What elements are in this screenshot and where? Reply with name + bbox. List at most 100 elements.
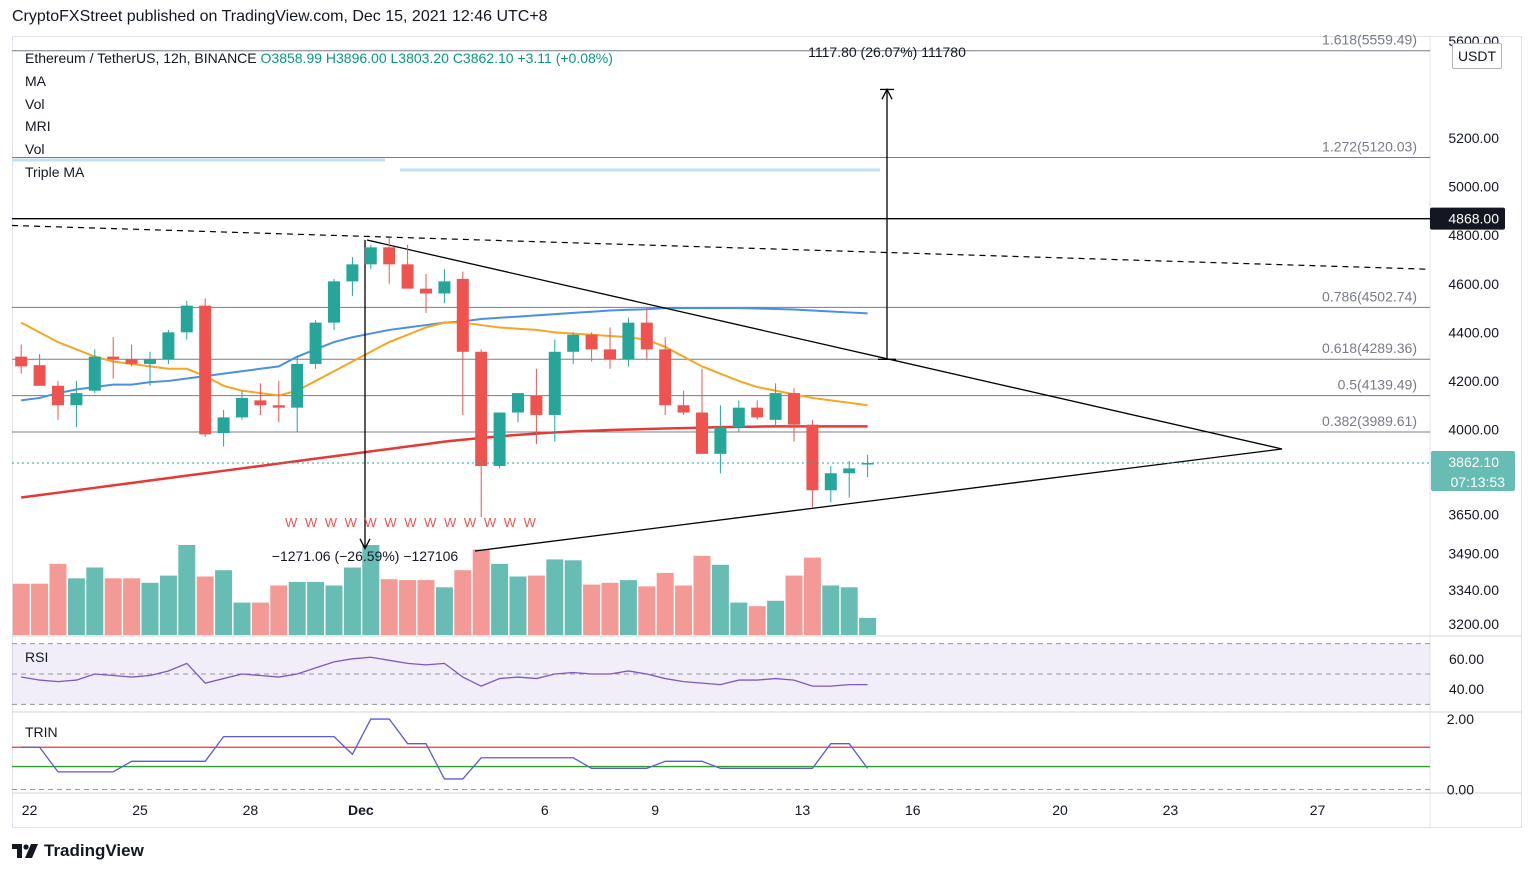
down-arrow-icon: [359, 538, 371, 550]
candle-body: [861, 463, 874, 465]
candle-body: [217, 417, 230, 434]
rsi-label: RSI: [25, 649, 48, 665]
current-price-label: 3862.10: [1448, 454, 1499, 470]
volume-bar: [362, 545, 380, 635]
volume-bar: [67, 578, 85, 635]
x-tick-label: 6: [541, 802, 549, 818]
published-header: CryptoFXStreet published on TradingView.…: [12, 8, 548, 25]
indicator-ma[interactable]: MA: [25, 72, 46, 89]
candle-body: [732, 407, 745, 428]
indicator-triple-ma[interactable]: Triple MA: [25, 163, 85, 180]
rsi-tick-label: 60.00: [1449, 651, 1484, 667]
candle-body: [88, 356, 101, 391]
fib-level-label: 0.786(4502.74): [1322, 288, 1417, 304]
x-tick-label: 13: [795, 802, 811, 818]
down-measure-label: −1271.06 (−26.59%) −127106: [272, 548, 459, 564]
tradingview-logo-icon: [12, 844, 38, 858]
price-tick-label: 5200.00: [1448, 130, 1499, 146]
trin-tick-label: 0.00: [1447, 781, 1474, 797]
currency-tag[interactable]: USDT: [1452, 43, 1502, 69]
volume-bar: [417, 580, 435, 635]
candle-body: [125, 359, 138, 364]
candle-body: [585, 334, 598, 350]
volume-bar: [233, 602, 251, 635]
candle-body: [493, 412, 506, 466]
candle-body: [567, 334, 580, 352]
up-arrow-icon: [881, 88, 893, 100]
x-tick-label: 22: [22, 802, 38, 818]
candle-body: [309, 322, 322, 364]
volume-bar: [104, 578, 122, 635]
candle-body: [70, 393, 83, 406]
candle-body: [401, 264, 414, 289]
volume-bar: [601, 582, 619, 635]
volume-bar: [748, 606, 766, 635]
volume-bar: [472, 549, 490, 635]
volume-bar: [564, 560, 582, 635]
candle-body: [420, 288, 432, 294]
volume-bar: [546, 559, 564, 635]
candle-body: [15, 356, 28, 367]
ma-red-line: [21, 425, 868, 499]
candle-body: [180, 305, 193, 333]
trin-tick-label: 2.00: [1447, 711, 1474, 727]
candle-body: [33, 365, 46, 386]
volume-bar: [123, 578, 141, 635]
price-tick-label: 3340.00: [1448, 582, 1499, 598]
ohlc-close: C3862.10: [452, 50, 514, 66]
candle-body: [824, 473, 837, 491]
indicator-mri[interactable]: MRI: [25, 118, 51, 135]
volume-bar: [399, 580, 417, 635]
volume-bar: [435, 587, 453, 635]
candle-body: [291, 363, 304, 408]
candle-body: [659, 349, 672, 406]
candle-body: [530, 395, 543, 415]
ohlc-high: H3896.00: [325, 50, 387, 66]
indicator-vol[interactable]: Vol: [25, 95, 45, 112]
volume-bar: [196, 576, 214, 635]
candle-body: [788, 393, 800, 425]
level-price-label: 4868.00: [1448, 211, 1499, 227]
volume-bar: [251, 602, 269, 635]
symbol-title[interactable]: Ethereum / TetherUS, 12h, BINANCE: [25, 50, 257, 66]
volume-bar: [656, 572, 674, 635]
price-tick-label: 3650.00: [1448, 507, 1499, 523]
candle-body: [364, 247, 377, 265]
volume-bar: [380, 579, 398, 635]
volume-bar: [307, 581, 325, 635]
tradingview-brand[interactable]: TradingView: [12, 841, 144, 861]
volume-bar: [767, 600, 785, 635]
candle-body: [107, 356, 120, 360]
ma-orange-line: [20, 321, 868, 407]
volume-bar: [454, 570, 472, 635]
candle-body: [622, 322, 635, 360]
volume-bar: [509, 576, 527, 635]
up-measure-label: 1117.80 (26.07%) 111780: [808, 44, 966, 60]
candle-body: [438, 281, 451, 294]
indicator-vol-2[interactable]: Vol: [25, 141, 45, 158]
candle-body: [806, 424, 819, 491]
ohlc-change: +3.11 (+0.08%): [517, 50, 613, 66]
x-tick-label: 9: [651, 802, 659, 818]
x-tick-label: 28: [243, 802, 259, 818]
volume-bar: [619, 580, 637, 635]
triangle-lower-line: [474, 448, 1283, 552]
countdown-label: 07:13:53: [1451, 474, 1506, 490]
candle-body: [199, 305, 212, 435]
volume-bar: [527, 575, 545, 635]
price-tick-label: 4600.00: [1448, 276, 1499, 292]
candle-body: [383, 247, 396, 265]
price-tick-label: 4000.00: [1448, 422, 1499, 438]
volume-bar: [325, 585, 343, 635]
volume-bar: [822, 585, 840, 635]
volume-bar: [785, 575, 803, 635]
volume-bar: [491, 563, 509, 635]
volume-bar: [86, 567, 104, 635]
dashed-trendline: [11, 224, 1429, 270]
price-tick-label: 5000.00: [1448, 179, 1499, 195]
volume-bar: [343, 567, 361, 635]
x-tick-label: 23: [1163, 802, 1179, 818]
candle-body: [512, 393, 524, 413]
ohlc-open: O3858.99: [260, 50, 323, 66]
